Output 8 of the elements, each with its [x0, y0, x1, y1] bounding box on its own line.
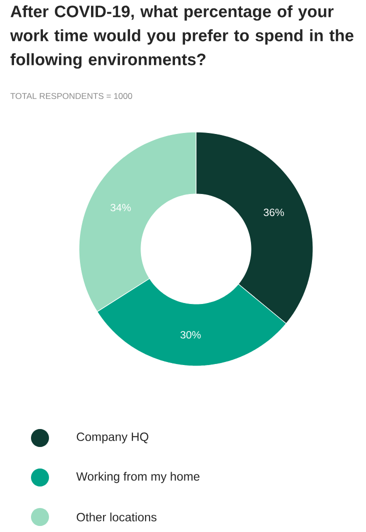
legend-label: Company HQ [76, 432, 148, 444]
legend-label: Other locations [76, 512, 156, 522]
chart-subtitle: TOTAL RESPONDENTS = 1000 [10, 92, 132, 100]
data-label: 34% [110, 204, 131, 212]
legend-label: Working from my home [76, 472, 200, 484]
data-label: 30% [180, 331, 201, 339]
data-label: 36% [264, 208, 284, 216]
chart-title: After COVID-19, what percentage of your work time would you prefer to spend in the following environments? [10, 5, 354, 69]
